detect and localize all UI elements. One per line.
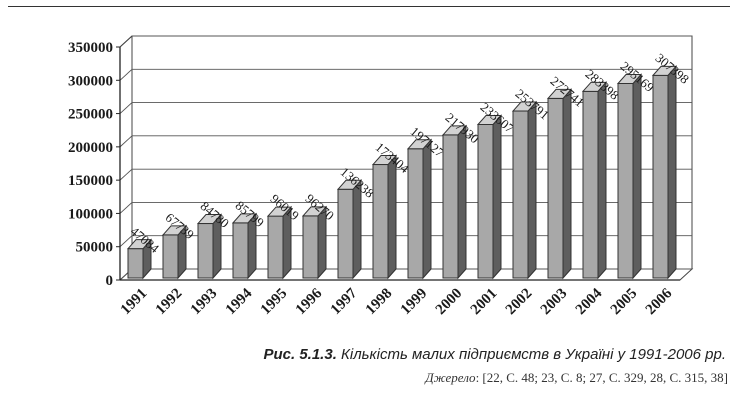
bar-side bbox=[632, 73, 642, 280]
bar-front bbox=[442, 134, 459, 279]
x-tick-label: 2003 bbox=[538, 286, 571, 319]
bar-top bbox=[231, 213, 258, 224]
y-tick-label: 150000 bbox=[68, 173, 113, 189]
bar-side bbox=[387, 154, 397, 280]
gridline bbox=[119, 102, 692, 114]
y-tick-label: 100000 bbox=[68, 206, 113, 222]
bar-1997 bbox=[336, 178, 363, 280]
bar-side bbox=[352, 178, 362, 280]
bar-top bbox=[651, 65, 678, 76]
bar-2001 bbox=[476, 114, 503, 280]
bar-side bbox=[422, 138, 432, 280]
bar-front bbox=[197, 223, 214, 279]
bar-top bbox=[161, 225, 188, 236]
x-tick-label: 2005 bbox=[608, 286, 641, 319]
bar-front bbox=[652, 74, 669, 279]
bar-front bbox=[512, 110, 529, 279]
bar-top bbox=[546, 88, 573, 99]
bar-2000 bbox=[441, 124, 468, 280]
bar-1996 bbox=[301, 205, 328, 280]
bar-top bbox=[126, 239, 153, 250]
x-tick-label: 2002 bbox=[503, 286, 536, 319]
bar-top bbox=[196, 214, 223, 225]
x-tick-label: 2006 bbox=[643, 285, 676, 318]
x-tick-label: 1996 bbox=[293, 285, 326, 318]
gridline bbox=[119, 235, 692, 248]
bar-top bbox=[581, 81, 608, 92]
x-tick-label: 1991 bbox=[118, 286, 151, 319]
bar-front bbox=[302, 215, 319, 279]
gridline bbox=[119, 68, 692, 81]
bar-top bbox=[441, 125, 468, 136]
bar-2006 bbox=[651, 65, 678, 280]
bar-front bbox=[127, 248, 144, 279]
bar-front bbox=[407, 148, 424, 279]
y-tick-label: 300000 bbox=[68, 73, 113, 89]
x-tick-label: 2001 bbox=[468, 286, 501, 319]
bar-1995 bbox=[266, 205, 293, 280]
bar-1998 bbox=[371, 154, 398, 280]
gridline bbox=[119, 168, 692, 181]
bar-side bbox=[527, 100, 537, 280]
y-tick-label: 0 bbox=[106, 273, 114, 289]
bar-top bbox=[301, 206, 328, 217]
figure-number: Рис. 5.1.3. bbox=[263, 346, 337, 363]
bar-front bbox=[582, 90, 599, 279]
bar-front bbox=[337, 188, 354, 279]
bar-top bbox=[266, 206, 293, 217]
source-label: Джерело bbox=[425, 370, 476, 385]
bar-front bbox=[232, 222, 249, 279]
bar-top bbox=[336, 179, 363, 190]
bar-front bbox=[547, 97, 564, 279]
bar-2005 bbox=[616, 73, 643, 280]
bar-side bbox=[492, 114, 502, 280]
gridline bbox=[119, 201, 692, 214]
x-tick-label: 2004 bbox=[573, 285, 606, 318]
bar-side bbox=[562, 88, 572, 280]
bar-side bbox=[597, 81, 607, 280]
x-tick-label: 2000 bbox=[433, 286, 466, 319]
bar-front bbox=[162, 234, 179, 279]
y-tick-label: 50000 bbox=[76, 240, 114, 256]
bar-top bbox=[511, 101, 538, 112]
x-tick-label: 1997 bbox=[328, 285, 361, 318]
figure-caption: Рис. 5.1.3. Кількість малих підприємств … bbox=[0, 346, 726, 363]
bar-front bbox=[617, 83, 634, 279]
x-tick-label: 1992 bbox=[153, 286, 186, 319]
x-tick-label: 1994 bbox=[223, 285, 256, 318]
bar-1991 bbox=[126, 238, 153, 280]
bar-2003 bbox=[546, 88, 573, 280]
y-tick-label: 250000 bbox=[68, 107, 113, 123]
bar-1993 bbox=[196, 213, 223, 280]
bar-2002 bbox=[511, 100, 538, 280]
bar-top bbox=[616, 74, 643, 85]
bar-front bbox=[372, 164, 389, 279]
bar-top bbox=[406, 139, 433, 150]
bar-top bbox=[476, 114, 503, 125]
gridline bbox=[119, 135, 692, 148]
y-tick-label: 350000 bbox=[68, 40, 113, 56]
x-tick-label: 1995 bbox=[258, 286, 291, 319]
bar-front bbox=[477, 123, 494, 279]
wall-edge bbox=[119, 35, 133, 48]
y-tick-label: 200000 bbox=[68, 140, 113, 156]
top-rule bbox=[8, 6, 730, 7]
bar-1992 bbox=[161, 224, 188, 280]
x-tick-label: 1998 bbox=[363, 286, 396, 319]
bar-chart: 0 50000 100000 150000 200000 250000 300000 3500… bbox=[68, 35, 694, 319]
x-tick-label: 1999 bbox=[398, 286, 431, 319]
source-text: : [22, С. 48; 23, С. 8; 27, С. 329, 28, … bbox=[475, 370, 728, 385]
bar-top bbox=[371, 155, 398, 166]
bar-2004 bbox=[581, 81, 608, 280]
bar-front bbox=[267, 215, 284, 279]
bar-side bbox=[667, 65, 677, 280]
x-tick-label: 1993 bbox=[188, 286, 221, 319]
bar-side bbox=[457, 124, 467, 280]
figure-title: Кількість малих підприємств в Україні у … bbox=[336, 346, 726, 363]
bar-1999 bbox=[406, 138, 433, 280]
source-note: Джерело: [22, С. 48; 23, С. 8; 27, С. 32… bbox=[0, 370, 728, 386]
bar-1994 bbox=[231, 212, 258, 280]
